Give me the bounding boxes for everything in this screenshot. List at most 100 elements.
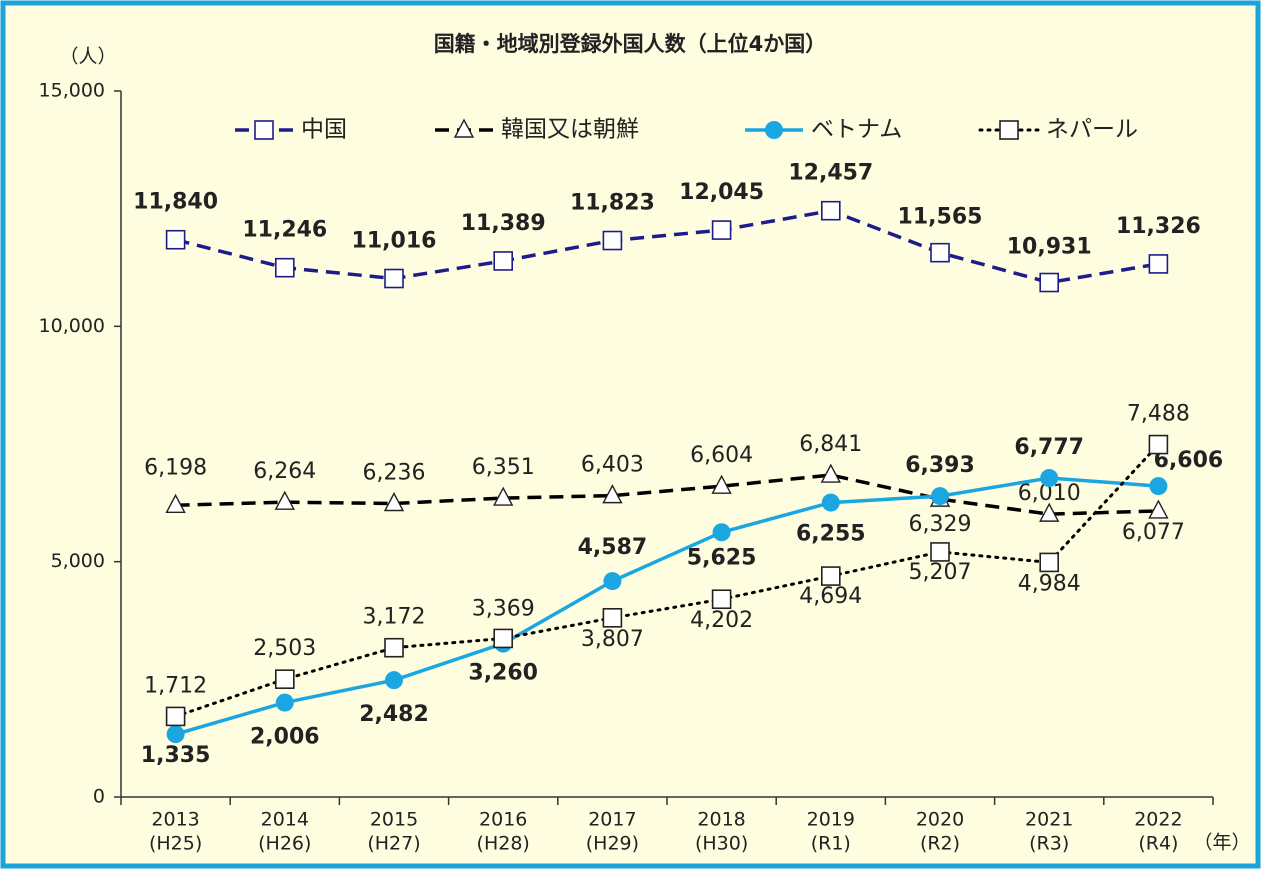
point-marker xyxy=(1149,477,1168,496)
data-label: 12,457 xyxy=(788,161,873,186)
point-marker xyxy=(165,229,186,250)
data-label: 6,841 xyxy=(799,432,862,457)
y-unit: （人） xyxy=(59,46,116,68)
data-label: 2,503 xyxy=(253,636,316,661)
legend-marker xyxy=(765,121,783,139)
point-marker xyxy=(821,493,840,512)
series-line xyxy=(175,208,1159,285)
point-marker xyxy=(274,490,295,510)
data-label: 3,369 xyxy=(472,596,535,621)
legend-marker xyxy=(453,118,475,138)
point-marker xyxy=(930,542,950,562)
data-label: 4,984 xyxy=(1018,571,1081,596)
data-label: 6,255 xyxy=(796,522,866,547)
point-marker xyxy=(274,669,295,689)
data-label: 2,006 xyxy=(250,725,320,750)
point-marker xyxy=(166,725,185,744)
point-marker xyxy=(1039,502,1060,522)
point-marker xyxy=(1148,499,1169,519)
legend-label: ネパール xyxy=(1046,117,1138,143)
point-marker xyxy=(712,523,731,542)
x-tick-label: (H27) xyxy=(367,833,420,855)
data-label: 3,172 xyxy=(363,605,426,630)
x-tick-label: 2015 xyxy=(370,809,418,831)
point-marker xyxy=(820,463,841,483)
point-marker xyxy=(1148,254,1169,274)
point-marker xyxy=(274,257,295,278)
x-tick-label: 2022 xyxy=(1134,809,1182,831)
data-label: 5,207 xyxy=(909,560,972,585)
data-label: 2,482 xyxy=(359,702,429,727)
point-marker xyxy=(711,474,732,494)
data-label: 6,604 xyxy=(690,443,753,468)
x-tick-label: (H29) xyxy=(586,833,639,855)
data-label: 11,823 xyxy=(570,191,655,216)
point-marker xyxy=(384,637,404,658)
x-tick-label: (H25) xyxy=(149,833,202,855)
legend-marker xyxy=(254,120,274,140)
x-tick-label: 2017 xyxy=(588,809,636,831)
data-label: 6,329 xyxy=(909,512,972,537)
data-label: 1,712 xyxy=(144,673,207,698)
legend-marker xyxy=(999,120,1019,140)
data-label: 11,016 xyxy=(352,229,437,254)
y-tick-label: 15,000 xyxy=(39,80,105,102)
data-label: 3,260 xyxy=(468,661,538,686)
point-marker xyxy=(165,706,186,727)
x-tick-label: 2019 xyxy=(807,809,855,831)
point-marker xyxy=(602,230,623,251)
data-label: 11,389 xyxy=(461,211,546,236)
point-marker xyxy=(602,484,623,504)
point-marker xyxy=(711,220,732,240)
data-label: 6,236 xyxy=(363,460,426,485)
x-tick-label: 2021 xyxy=(1025,809,1073,831)
legend-label: 中国 xyxy=(301,117,347,143)
data-label: 11,565 xyxy=(898,205,983,230)
point-marker xyxy=(603,572,622,591)
data-label: 6,077 xyxy=(1122,520,1185,545)
legend-label: ベトナム xyxy=(811,117,902,143)
data-label: 4,202 xyxy=(690,608,753,633)
point-marker xyxy=(602,608,623,628)
point-marker xyxy=(1148,434,1169,455)
y-tick-label: 5,000 xyxy=(51,550,105,572)
data-label: 10,931 xyxy=(1007,235,1092,260)
point-marker xyxy=(931,487,949,506)
x-tick-label: 2018 xyxy=(697,809,745,831)
point-marker xyxy=(1039,552,1059,573)
point-marker xyxy=(383,491,405,512)
point-marker xyxy=(820,200,841,221)
y-tick-label: 0 xyxy=(93,786,105,808)
x-tick-label: (R1) xyxy=(811,833,851,855)
data-label: 11,840 xyxy=(133,190,218,215)
series-line xyxy=(175,473,1159,516)
point-marker xyxy=(275,693,294,712)
point-marker xyxy=(385,671,403,690)
point-marker xyxy=(711,589,732,610)
y-tick-label: 10,000 xyxy=(39,315,105,337)
data-label: 11,246 xyxy=(242,218,327,243)
data-label: 6,264 xyxy=(253,459,316,484)
x-unit: （年） xyxy=(1193,832,1250,854)
data-label: 3,807 xyxy=(581,627,644,652)
x-tick-label: 2020 xyxy=(916,809,964,831)
point-marker xyxy=(820,566,841,586)
data-label: 6,403 xyxy=(581,453,644,478)
x-tick-label: 2014 xyxy=(261,809,309,831)
x-tick-label: 2016 xyxy=(479,809,527,831)
point-marker xyxy=(384,268,404,289)
data-label: 5,625 xyxy=(687,545,757,570)
series-line xyxy=(174,443,1160,718)
data-label: 6,198 xyxy=(144,455,207,480)
x-tick-label: (H28) xyxy=(477,833,530,855)
data-label: 4,694 xyxy=(799,584,862,609)
point-marker xyxy=(493,486,514,506)
point-marker xyxy=(930,242,950,263)
x-tick-label: (H30) xyxy=(695,833,748,855)
point-marker xyxy=(493,628,514,649)
x-tick-label: (R4) xyxy=(1138,833,1178,855)
data-label: 6,777 xyxy=(1014,435,1084,460)
point-marker xyxy=(1039,272,1059,293)
point-marker xyxy=(493,251,514,271)
